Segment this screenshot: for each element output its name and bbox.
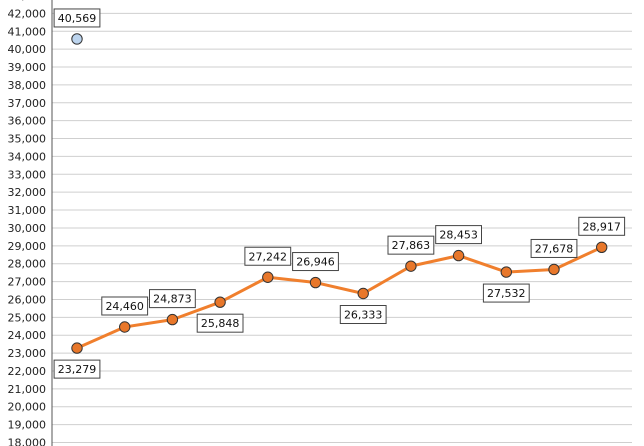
y-tick-label: 31,000 (8, 204, 47, 217)
data-label-box: 27,678 (530, 238, 578, 258)
data-point (596, 241, 608, 254)
grid-lines (52, 12, 632, 443)
data-label: 28,917 (582, 220, 621, 233)
y-tick-label: 24,000 (8, 329, 47, 342)
y-tick-label: 18,000 (8, 437, 47, 446)
y-tick-label: 20,000 (8, 401, 47, 414)
y-tick-label: 41,000 (8, 25, 47, 38)
data-label-frame (339, 305, 387, 325)
y-tick-label: 28,000 (8, 258, 47, 271)
data-points (71, 33, 608, 354)
data-point (71, 33, 83, 45)
data-label: 24,873 (153, 293, 192, 306)
data-label: 27,863 (392, 239, 431, 252)
data-label-frame (149, 289, 196, 309)
data-label-box: 27,532 (482, 283, 530, 303)
y-axis: 18,000 19,000 20,000 21,000 22,000 23,000 24,0… (8, 0, 53, 446)
data-label: 25,848 (201, 317, 240, 330)
data-point (357, 287, 369, 300)
data-point (405, 260, 417, 272)
data-label-box: 25,848 (196, 313, 244, 333)
data-label-box: 27,242 (244, 246, 292, 266)
data-label-box: 24,873 (149, 289, 196, 309)
y-tick-label: 34,000 (8, 150, 47, 163)
data-label-frame (482, 283, 530, 303)
y-tick-label: 37,000 (8, 97, 47, 110)
data-label-box: 26,333 (339, 305, 387, 325)
data-label-box: 28,917 (578, 216, 626, 236)
data-label-box: 26,946 (292, 252, 339, 272)
data-label-frame (196, 313, 244, 333)
data-label-box: 24,460 (101, 296, 149, 316)
data-point (452, 249, 465, 262)
data-point (214, 296, 226, 308)
data-label: 26,333 (344, 309, 383, 322)
y-tick-label: 29,000 (8, 240, 47, 253)
data-label: 28,453 (439, 229, 478, 242)
y-tick-label: 36,000 (8, 115, 47, 128)
y-tick-label: 35,000 (8, 133, 47, 146)
data-label-frame (101, 296, 149, 316)
data-point (309, 276, 322, 289)
data-label-box: 40,569 (53, 8, 101, 28)
y-tick-label: 25,000 (8, 311, 47, 324)
data-label-frame (387, 235, 435, 255)
y-tick-label: 33,000 (8, 168, 47, 181)
data-labels: 23,279 24,460 24,873 25,848 27,242 26,946 26,3… (53, 8, 626, 379)
data-point (71, 342, 83, 354)
data-label: 27,678 (535, 242, 574, 255)
data-point (119, 321, 131, 333)
y-tick-label: 30,000 (8, 222, 47, 235)
y-tick-label: 21,000 (8, 383, 47, 396)
data-point (262, 271, 274, 283)
data-label-frame (435, 225, 483, 245)
y-tick-label: 27,000 (8, 276, 47, 289)
data-label: 27,242 (249, 250, 288, 263)
series-lines (76, 245, 603, 350)
y-tick-label: 19,000 (8, 419, 47, 432)
data-point (500, 266, 512, 278)
data-point (166, 313, 179, 326)
data-label-box: 27,863 (387, 235, 435, 255)
data-label: 27,532 (487, 287, 526, 300)
y-tick-label: 40,000 (8, 43, 47, 56)
series-line (76, 245, 603, 350)
data-label-frame (53, 8, 101, 28)
y-tick-label: 26,000 (8, 293, 47, 306)
y-tick-label: 43,000 (8, 0, 47, 3)
data-label-frame (578, 216, 626, 236)
y-tick-label: 39,000 (8, 61, 47, 74)
data-label-box: 23,279 (53, 359, 101, 379)
data-label-frame (530, 238, 578, 258)
data-label-box: 28,453 (435, 225, 483, 245)
data-label-frame (244, 246, 292, 266)
data-label: 24,460 (105, 300, 144, 313)
y-tick-label: 38,000 (8, 79, 47, 92)
data-label: 26,946 (296, 256, 335, 269)
y-tick-label: 42,000 (8, 7, 47, 20)
data-point (548, 263, 560, 276)
y-tick-label: 22,000 (8, 365, 47, 378)
data-label-frame (292, 252, 339, 272)
y-tick-label: 32,000 (8, 186, 47, 199)
data-label: 40,569 (58, 12, 97, 25)
data-label-frame (53, 359, 101, 379)
y-tick-label: 23,000 (8, 347, 47, 360)
data-label: 23,279 (58, 363, 97, 376)
